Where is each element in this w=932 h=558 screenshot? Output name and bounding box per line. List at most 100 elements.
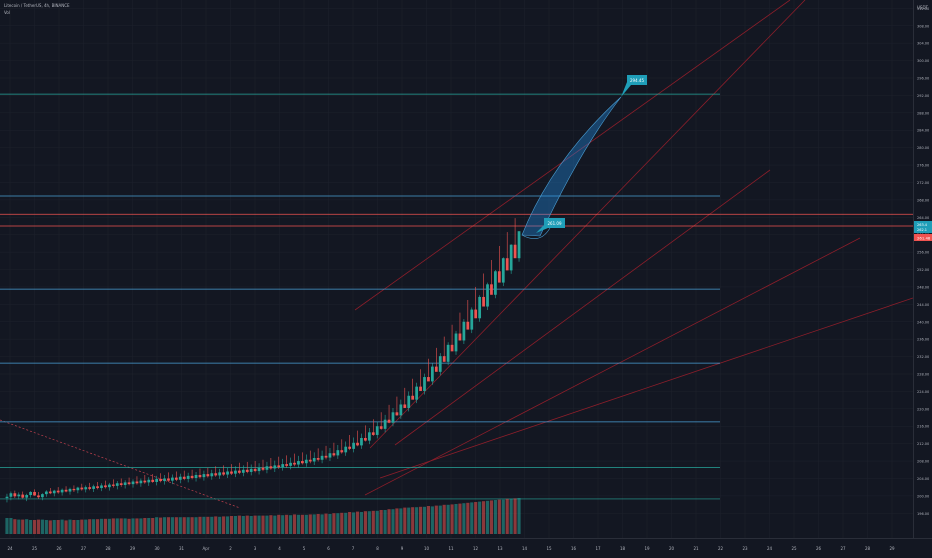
candle xyxy=(293,453,296,467)
time-label: 29 xyxy=(889,546,895,551)
candle xyxy=(115,481,119,490)
candle xyxy=(482,273,485,307)
time-labels: 24 25 26 27 28 29 30 31 Apr 2 3 4 5 6 7 8 9 10 11 12 13 14 15 1… xyxy=(7,546,895,551)
target-callout-label: 294.45 xyxy=(630,78,644,83)
chart-area[interactable]: 294.45 261.09 Litecoin / TetherUS, 4h, B… xyxy=(0,0,914,538)
candle xyxy=(517,231,521,262)
candle xyxy=(178,473,182,484)
candle xyxy=(76,486,80,494)
candle xyxy=(25,493,29,502)
target-callout[interactable]: 294.45 xyxy=(621,75,647,97)
price-label: 292.00 xyxy=(917,94,929,98)
projection-curve xyxy=(521,227,551,240)
candle xyxy=(344,441,348,456)
price-label: 300.00 xyxy=(917,59,929,63)
downtrend-line[interactable] xyxy=(0,419,241,509)
volume-bar xyxy=(135,518,139,534)
channel-line-lower-2[interactable] xyxy=(364,237,861,496)
price-label: 296.00 xyxy=(917,77,929,81)
price-label: 232.00 xyxy=(917,355,929,359)
price-label: 288.00 xyxy=(917,111,929,115)
time-label: 11 xyxy=(448,546,454,551)
time-label: 25 xyxy=(791,546,797,551)
candle xyxy=(60,488,64,496)
candle xyxy=(230,464,233,475)
candle xyxy=(226,467,229,479)
time-scale[interactable]: 24 25 26 27 28 29 30 31 Apr 2 3 4 5 6 7 8 9 10 11 12 13 14 15 1… xyxy=(0,538,932,551)
candle xyxy=(151,474,155,483)
price-chart[interactable]: 294.45 261.09 xyxy=(0,0,914,538)
volume-bar xyxy=(68,519,72,534)
candle xyxy=(450,324,454,352)
candle xyxy=(301,452,304,465)
time-label: 20 xyxy=(669,546,675,551)
candle xyxy=(490,259,493,295)
volume-bar xyxy=(415,507,419,534)
candle xyxy=(249,464,253,476)
volume-bar xyxy=(312,514,316,534)
volume-bar xyxy=(25,519,29,534)
volume-bar xyxy=(119,518,123,534)
legend-title: Litecoin / TetherUS, 4h, BINANCE xyxy=(4,3,70,8)
volume-bar xyxy=(229,516,234,534)
candle xyxy=(222,465,225,476)
volume-bar xyxy=(56,520,60,534)
candle xyxy=(37,491,40,499)
candle xyxy=(509,244,513,274)
time-label: 26 xyxy=(816,546,822,551)
price-highlight-box xyxy=(914,221,932,233)
time-label: 17 xyxy=(595,546,601,551)
price-label: 208.00 xyxy=(917,460,929,464)
volume-bar xyxy=(147,518,151,534)
projection-arc xyxy=(521,96,622,237)
candle xyxy=(356,430,359,447)
volume-bar xyxy=(127,518,131,534)
channel-line-mid[interactable] xyxy=(369,0,806,449)
volume-bar xyxy=(391,509,395,534)
candle xyxy=(5,493,9,503)
channel-line-upper[interactable] xyxy=(354,0,791,311)
volume-bar xyxy=(166,517,171,534)
volume-bar xyxy=(103,518,108,534)
candle xyxy=(253,461,257,473)
candle xyxy=(68,487,72,495)
volume-bar xyxy=(344,512,348,534)
candle xyxy=(466,300,470,330)
volume-bar xyxy=(210,516,214,534)
volume-bar xyxy=(88,519,92,534)
volume-bar xyxy=(60,519,64,534)
candle xyxy=(438,353,442,376)
volume-bar xyxy=(80,519,84,534)
price-scale[interactable]: USDT 312.00 308.00 304.00 300.00 296.00 292.0… xyxy=(913,0,932,538)
candles xyxy=(5,218,521,503)
candle xyxy=(474,286,478,319)
trend-channel-lines xyxy=(0,0,914,509)
candle xyxy=(497,246,501,283)
time-label: 15 xyxy=(546,546,552,551)
time-label: 16 xyxy=(571,546,577,551)
volume-bar xyxy=(446,504,450,534)
volume-bar xyxy=(482,501,486,534)
candle xyxy=(198,468,202,479)
candle xyxy=(320,450,324,464)
grid-lines xyxy=(0,0,913,538)
candle xyxy=(273,460,277,472)
volume-bar xyxy=(218,516,222,534)
candle xyxy=(104,480,107,489)
volume-bar xyxy=(355,511,360,534)
time-label: 27 xyxy=(81,546,87,551)
current-callout[interactable]: 261.09 xyxy=(536,218,565,233)
volume-bar xyxy=(442,504,446,534)
time-label: 14 xyxy=(522,546,528,551)
volume-bar xyxy=(206,516,210,534)
channel-line-lower[interactable] xyxy=(379,297,914,479)
candle xyxy=(360,433,363,449)
volume-bar xyxy=(44,520,48,534)
price-label: 200.00 xyxy=(917,494,929,498)
price-label: 196.00 xyxy=(917,512,929,516)
time-label: 31 xyxy=(179,546,185,551)
candle xyxy=(383,414,387,433)
volume-bar xyxy=(273,515,277,534)
channel-line-base[interactable] xyxy=(394,169,771,446)
candle xyxy=(143,474,147,484)
